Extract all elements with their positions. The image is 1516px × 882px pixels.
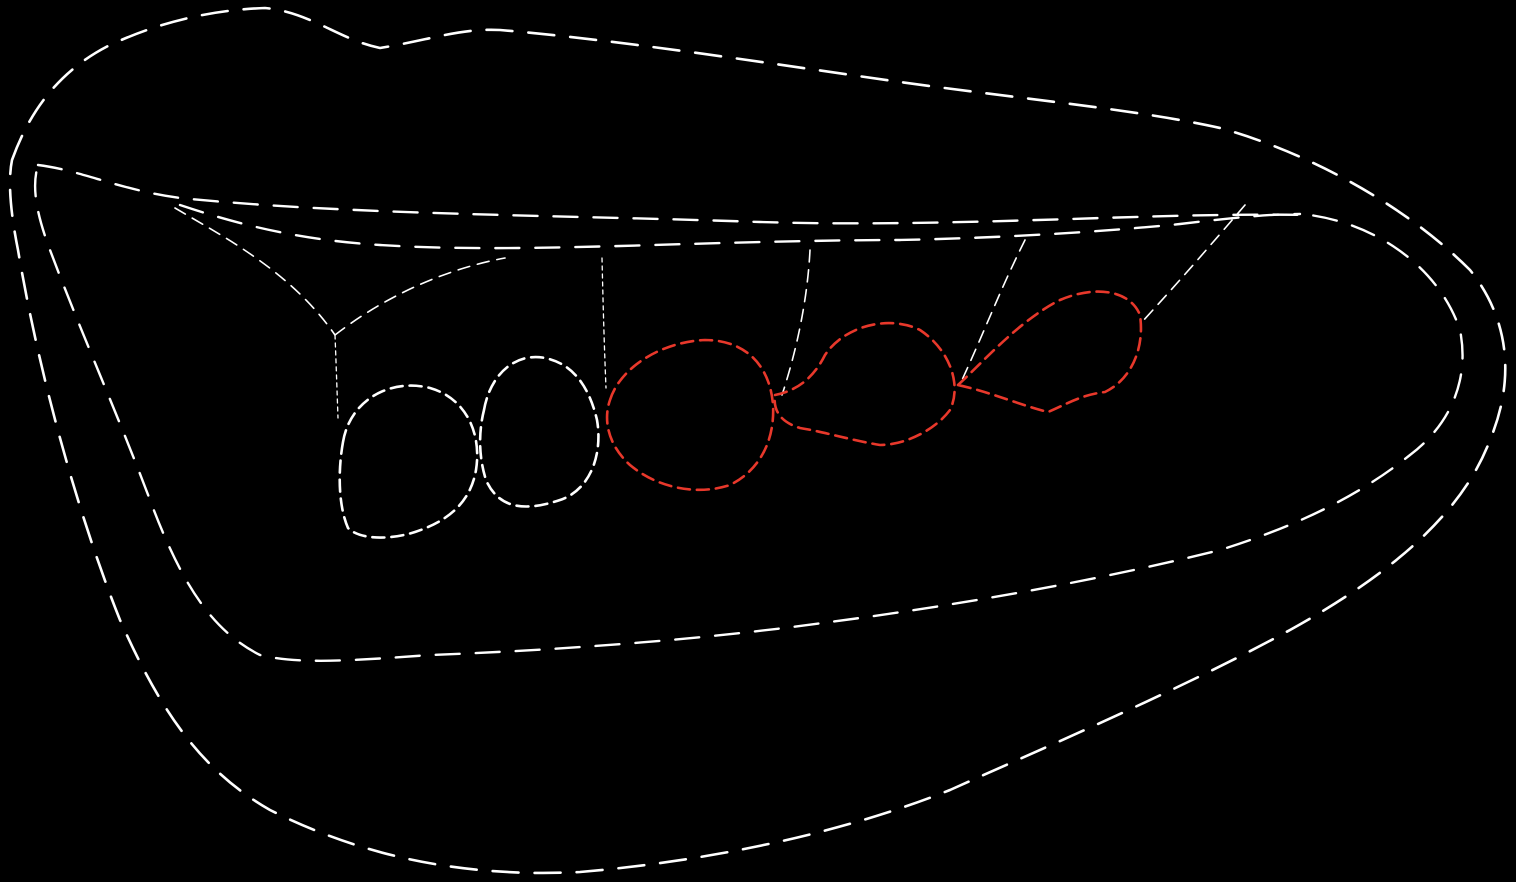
shape-5-highlighted <box>956 290 1143 414</box>
shape-2 <box>478 355 600 508</box>
gum-line <box>178 203 1302 250</box>
shape-3-highlighted <box>605 338 775 492</box>
divider-middle-1 <box>601 257 607 389</box>
shape-4-highlighted <box>773 321 956 447</box>
divider-left-branch-2 <box>334 257 506 336</box>
divider-middle-2 <box>781 249 811 396</box>
divider-left-branch <box>174 207 336 336</box>
divider-lines <box>174 204 1246 419</box>
divider-left-stem <box>334 334 339 419</box>
inner-outline <box>33 163 1464 662</box>
outer-outline <box>8 6 1507 875</box>
shape-1 <box>338 384 479 539</box>
divider-right-2 <box>1141 204 1246 323</box>
divider-right-1 <box>961 239 1026 381</box>
